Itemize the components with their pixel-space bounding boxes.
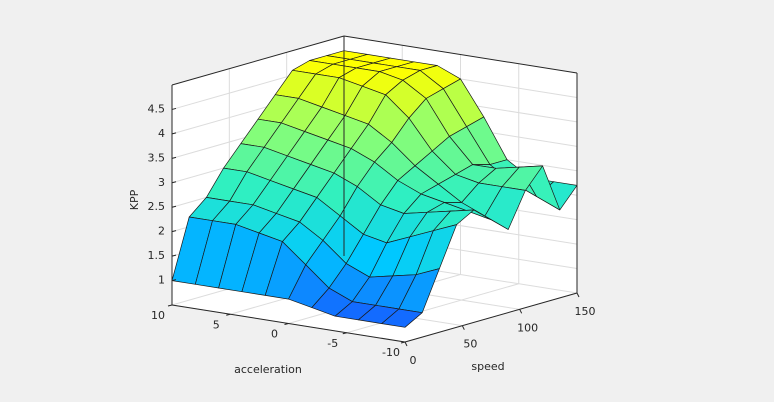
- z-tick-label: 3: [158, 176, 165, 189]
- surface: [171, 50, 578, 328]
- y-tick-label: 100: [517, 321, 538, 334]
- y-tick: [519, 309, 523, 314]
- z-tick: [171, 254, 177, 257]
- x-tick-label: 10: [151, 309, 165, 322]
- z-tick-label: 3.5: [148, 151, 166, 164]
- box-edge: [343, 35, 578, 74]
- y-tick-label: 150: [575, 305, 596, 318]
- x-tick-label: -10: [382, 346, 400, 359]
- labels: acceleration speed KPP 1050-5-1005010015…: [128, 102, 596, 376]
- z-tick-label: 2.5: [148, 200, 166, 213]
- x-tick-label: 0: [271, 328, 278, 341]
- y-tick: [461, 325, 465, 330]
- y-tick-label: 50: [463, 338, 477, 351]
- x-tick-label: -5: [327, 337, 338, 350]
- x-tick-label: 5: [213, 318, 220, 331]
- x-tick: [167, 304, 173, 307]
- z-tick-label: 2: [158, 225, 165, 238]
- z-tick: [171, 205, 177, 208]
- y-tick-label: 0: [410, 354, 417, 367]
- z-tick-label: 1.5: [148, 249, 166, 262]
- surface-face: [381, 308, 423, 328]
- grid-line: [346, 283, 519, 334]
- box-edge: [404, 292, 578, 343]
- z-tick: [171, 107, 177, 110]
- axes-box: [167, 35, 580, 347]
- z-tick-label: 4: [158, 127, 165, 140]
- y-tick: [404, 341, 408, 347]
- z-tick-label: 1: [158, 274, 165, 287]
- z-axis-label: KPP: [128, 189, 141, 210]
- y-tick: [576, 292, 580, 298]
- z-tick: [171, 132, 177, 135]
- z-tick: [171, 279, 177, 282]
- z-tick-label: 4.5: [148, 102, 166, 115]
- x-axis-label: acceleration: [234, 363, 302, 376]
- box-edge: [171, 304, 406, 343]
- z-tick: [171, 230, 177, 233]
- box-edge: [171, 35, 345, 86]
- z-tick: [171, 181, 177, 184]
- y-axis-label: speed: [471, 360, 504, 373]
- z-tick: [171, 156, 177, 159]
